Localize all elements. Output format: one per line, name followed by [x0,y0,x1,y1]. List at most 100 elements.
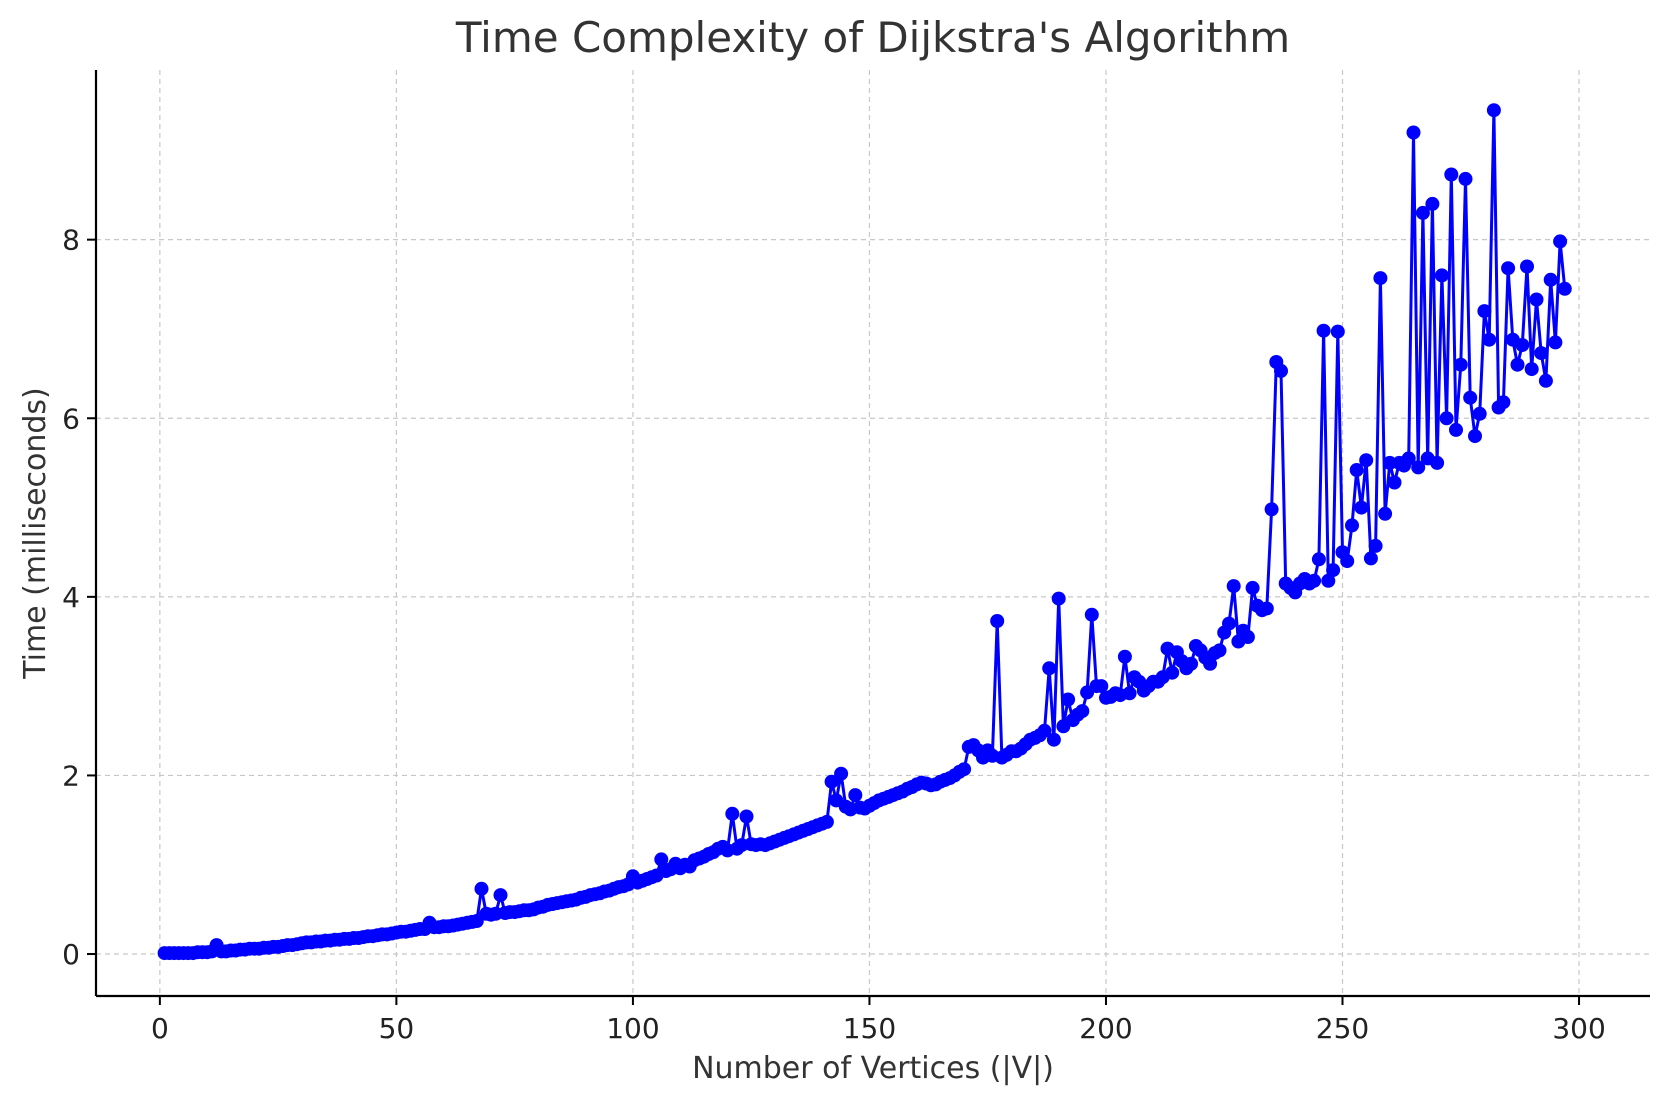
data-point [1520,259,1534,274]
y-tick-label: 0 [62,938,80,971]
data-point [1226,579,1241,594]
data-point [1496,395,1511,410]
data-point [1468,429,1482,444]
x-tick-label: 50 [379,1012,415,1045]
data-point [1046,732,1061,747]
data-point [990,614,1005,628]
data-point [1411,460,1426,475]
data-point [1524,362,1539,377]
data-point [1222,616,1236,631]
data-point [1122,686,1137,701]
x-tick-label: 300 [1552,1012,1605,1045]
data-point [1212,643,1227,658]
data-point [1444,167,1459,182]
data-point [1515,338,1530,352]
data-point [1037,723,1052,738]
data-point [493,888,508,903]
data-point [474,881,489,896]
data-point [1330,324,1345,339]
data-point [1477,304,1492,319]
data-point [1472,406,1487,421]
data-point [1094,679,1109,694]
grid [96,70,1650,996]
data-point [654,852,669,867]
x-tick-label: 200 [1079,1012,1132,1045]
data-point [1453,357,1468,372]
data-point [1359,453,1374,468]
data-point [1349,463,1364,477]
x-tick-label: 250 [1316,1012,1369,1045]
data-point [1534,346,1549,361]
data-point [1240,630,1255,644]
data-point [1434,268,1449,283]
data-point [469,914,484,928]
data-point [1482,332,1497,347]
data-point [1510,357,1525,372]
data-point [1406,125,1421,140]
data-point [1042,661,1057,676]
data-point [1368,538,1383,553]
data-point [1264,502,1279,517]
data-point [1553,234,1568,249]
data-point [1245,580,1260,595]
data-point [1486,103,1501,118]
data-point [1326,563,1341,578]
data-point [1538,373,1553,388]
series-dijkstra-time [157,103,1572,961]
data-point [1548,335,1563,350]
x-tick-label: 150 [843,1012,896,1045]
data-point [1184,656,1199,671]
data-point [1345,518,1359,533]
data-point [819,814,834,829]
data-point [1316,323,1331,338]
data-point [1458,171,1473,186]
data-point [1449,422,1463,437]
y-tick-label: 2 [62,759,80,792]
axes [94,70,1650,998]
data-point [1340,554,1355,569]
data-point [1463,390,1478,405]
data-point [1501,261,1516,276]
x-axis-label: Number of Vertices (|V|) [692,1051,1054,1086]
data-point [1378,506,1393,521]
data-point [1084,607,1099,622]
data-point [1321,573,1336,588]
data-point [1307,573,1322,588]
data-point [1075,704,1090,719]
data-point [739,809,754,824]
data-point [1439,411,1454,426]
data-point [1117,649,1132,664]
data-point [1415,205,1430,220]
data-point [725,806,740,821]
y-tick-label: 6 [62,402,80,435]
data-point [1387,475,1402,490]
data-point [1165,665,1180,680]
data-point [1425,196,1440,211]
x-tick-label: 0 [151,1012,169,1045]
y-tick-label: 8 [62,224,80,257]
data-point [848,788,863,803]
data-point [1373,271,1388,286]
data-point [1311,552,1326,567]
data-point [834,766,849,781]
data-point [1203,656,1218,671]
data-point [824,774,839,789]
data-point [957,762,972,777]
data-point [1354,500,1369,515]
data-point [1543,272,1558,287]
y-tick-label: 4 [62,581,80,614]
data-point [1401,451,1416,466]
data-point [1061,692,1076,707]
chart-title: Time Complexity of Dijkstra's Algorithm [455,13,1290,62]
data-point [1557,281,1572,296]
data-point [1259,601,1274,616]
x-tick-label: 100 [606,1012,659,1045]
data-point [1529,292,1544,307]
data-point [1051,591,1066,606]
y-axis-label: Time (milliseconds) [18,387,53,680]
data-point [1430,455,1445,470]
data-point [1274,363,1288,378]
data-point [1363,551,1378,566]
ticks: 0 50 100 150 200 250 300 0 2 4 6 8 [62,224,1606,1045]
